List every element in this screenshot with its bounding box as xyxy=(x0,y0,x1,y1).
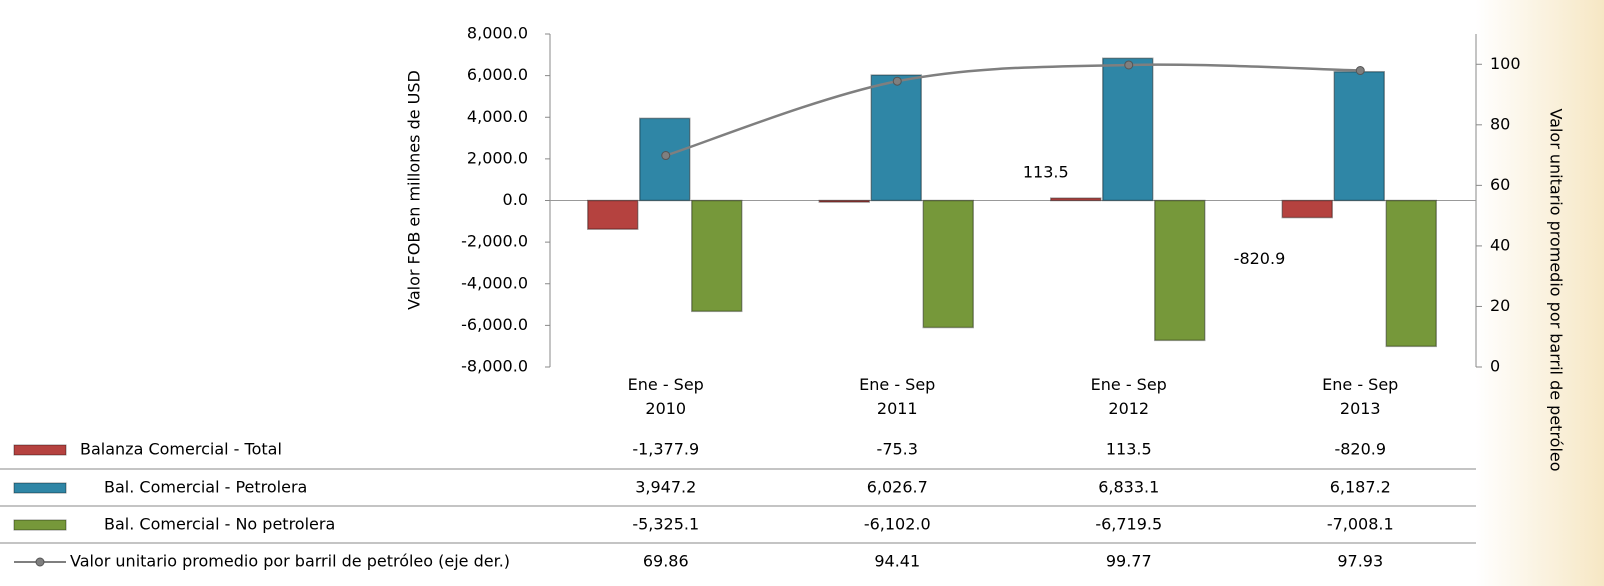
y2-tick-label: 0 xyxy=(1490,357,1500,376)
table-value: -7,008.1 xyxy=(1327,515,1394,534)
y-tick-label: -6,000.0 xyxy=(461,315,528,334)
table-value: 94.41 xyxy=(874,552,920,571)
legend-label: Bal. Comercial - No petrolera xyxy=(104,515,335,534)
legend-swatch xyxy=(13,519,67,531)
x-tick-label: Ene - Sep 2012 xyxy=(1090,375,1167,418)
y-tick-label: 8,000.0 xyxy=(467,24,528,43)
y2-tick-label: 80 xyxy=(1490,114,1510,133)
line xyxy=(665,63,1361,157)
x-tick-label: Ene - Sep 2013 xyxy=(1322,375,1399,418)
y-tick-label: -8,000.0 xyxy=(461,357,528,376)
bar xyxy=(1385,199,1437,348)
legend-swatch xyxy=(13,444,67,456)
bar xyxy=(691,199,743,313)
legend-marker xyxy=(35,557,45,567)
y2-tick-label: 40 xyxy=(1490,235,1510,254)
y-tick-label: 2,000.0 xyxy=(467,148,528,167)
y-axis-title: Valor FOB en millones de USD xyxy=(405,70,424,310)
table-value: 6,026.7 xyxy=(867,478,928,497)
y-tick-label: 6,000.0 xyxy=(467,65,528,84)
line-marker xyxy=(661,151,671,161)
line-marker xyxy=(1124,60,1134,70)
data-label: 113.5 xyxy=(1023,163,1069,182)
table-value: 69.86 xyxy=(643,552,689,571)
legend-label: Valor unitario promedio por barril de pe… xyxy=(70,552,510,571)
table-value: 113.5 xyxy=(1106,440,1152,459)
x-tick-label: Ene - Sep 2011 xyxy=(859,375,936,418)
data-label: -820.9 xyxy=(1234,249,1286,268)
y2-tick-label: 20 xyxy=(1490,296,1510,315)
bar xyxy=(1102,57,1154,202)
legend-swatch xyxy=(13,482,67,494)
bar xyxy=(1050,197,1102,202)
bar xyxy=(922,199,974,329)
table-value: 3,947.2 xyxy=(635,478,696,497)
x-tick-label: Ene - Sep 2010 xyxy=(627,375,704,418)
y2-axis-title: Valor unitario promedio por barril de pe… xyxy=(1547,108,1566,471)
bar xyxy=(1281,199,1333,219)
line-marker xyxy=(1355,66,1365,76)
table-value: -5,325.1 xyxy=(632,515,699,534)
bar xyxy=(587,199,639,230)
y-tick-label: -4,000.0 xyxy=(461,273,528,292)
table-value: 99.77 xyxy=(1106,552,1152,571)
table-value: 6,833.1 xyxy=(1098,478,1159,497)
bar xyxy=(818,199,870,203)
y-tick-label: 0.0 xyxy=(503,190,528,209)
bar xyxy=(1333,70,1385,202)
legend-label: Bal. Comercial - Petrolera xyxy=(104,478,307,497)
y-tick-label: 4,000.0 xyxy=(467,107,528,126)
table-value: 97.93 xyxy=(1337,552,1383,571)
line-marker xyxy=(892,76,902,86)
y2-tick-label: 100 xyxy=(1490,54,1521,73)
table-value: -6,102.0 xyxy=(864,515,931,534)
bar xyxy=(870,74,922,202)
table-value: -75.3 xyxy=(877,440,918,459)
table-value: -1,377.9 xyxy=(632,440,699,459)
y-tick-label: -2,000.0 xyxy=(461,232,528,251)
bar xyxy=(1154,199,1206,342)
legend-label: Balanza Comercial - Total xyxy=(80,440,282,459)
table-value: 6,187.2 xyxy=(1330,478,1391,497)
y2-tick-label: 60 xyxy=(1490,175,1510,194)
table-value: -6,719.5 xyxy=(1095,515,1162,534)
table-value: -820.9 xyxy=(1334,440,1386,459)
